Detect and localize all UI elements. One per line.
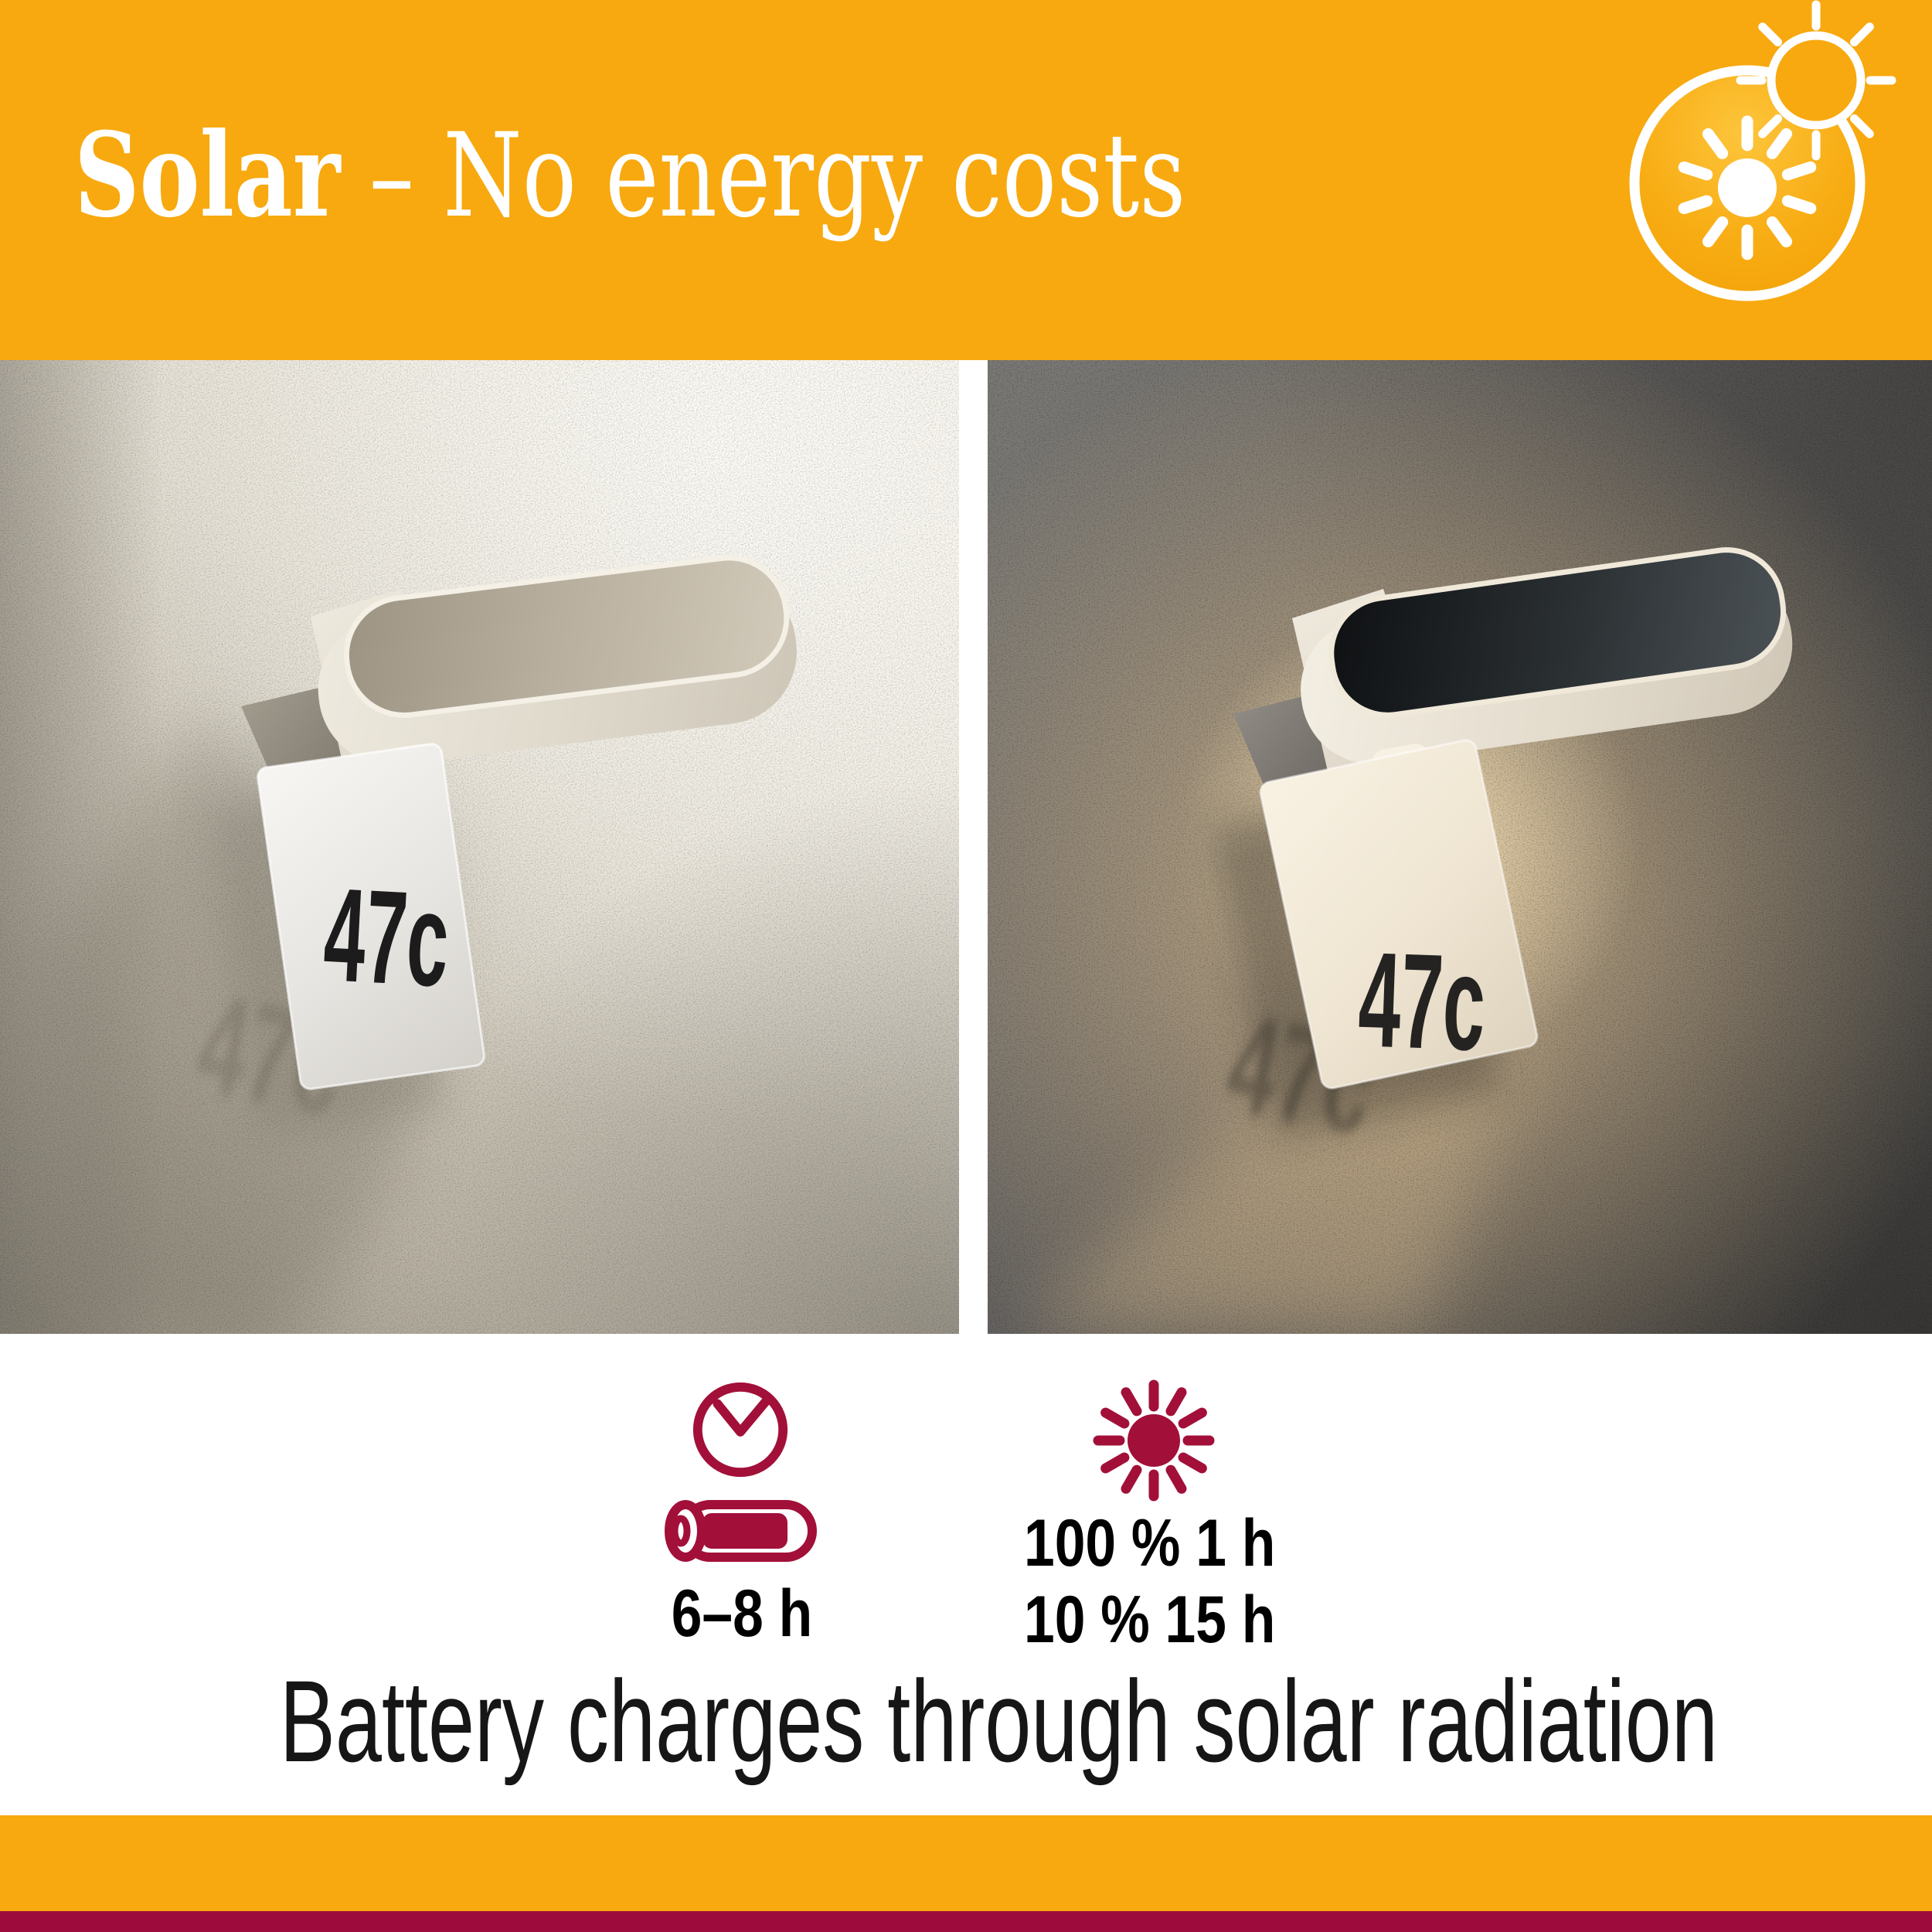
sun-badge-icon (1629, 0, 1896, 301)
stucco-texture (0, 360, 959, 1334)
footer-band (0, 1815, 1932, 1911)
lamp-head (1301, 547, 1793, 764)
house-number: 47c (1356, 925, 1488, 1080)
house-number: 47c (321, 860, 453, 1015)
title-rest: – No energy costs (340, 109, 1186, 243)
clock-icon (692, 1382, 788, 1478)
photo-day: 47c 47c (0, 360, 959, 1334)
solar-charge-times: 100 % 1 h 10 % 15 h (1024, 1505, 1327, 1658)
house-number-plate (257, 743, 485, 1090)
header-band (0, 0, 1932, 360)
page-title: Solar – No energy costs (74, 117, 1499, 234)
charge-line-partial: 10 % 15 h (1024, 1583, 1276, 1657)
title-bold: Solar (74, 107, 341, 243)
battery-runtime: 6–8 h (611, 1578, 873, 1649)
sun-icon (1093, 1379, 1215, 1502)
solar-panel (1328, 547, 1787, 718)
caption: Battery charges through solar radiation (0, 1663, 1932, 1779)
photo-night: 47c 47c (988, 360, 1932, 1334)
footer-stripe (0, 1911, 1932, 1932)
charge-line-full: 100 % 1 h (1024, 1506, 1276, 1580)
photo-night-illustration: 47c 47c (988, 360, 1932, 1334)
lamp-head (318, 555, 797, 765)
photo-day-illustration: 47c 47c (0, 360, 959, 1334)
badge-outline-sun (1736, 0, 1896, 161)
house-number-plate (1259, 739, 1539, 1090)
caption-text: Battery charges through solar radiation (279, 1656, 1718, 1786)
battery-icon (665, 1500, 817, 1562)
battery-runtime-value: 6–8 h (671, 1577, 813, 1651)
badge-inner-sun (1678, 115, 1817, 260)
